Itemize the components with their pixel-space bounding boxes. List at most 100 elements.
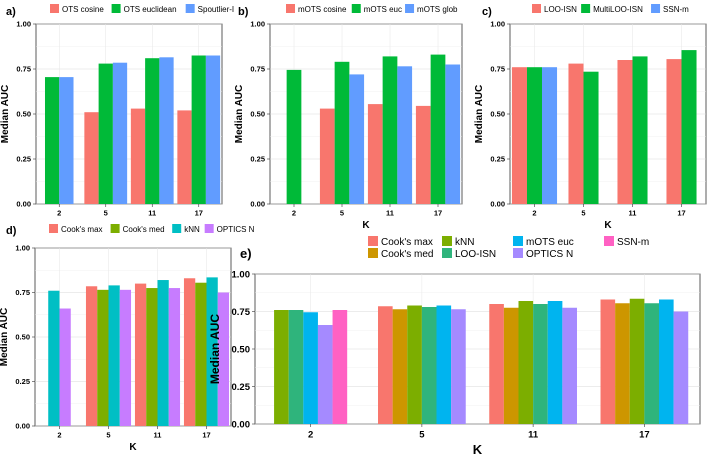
legend-swatch <box>513 236 523 246</box>
y-tick-label: 0.50 <box>16 110 31 119</box>
y-tick-label: 0.00 <box>15 422 30 431</box>
bar-e-cook-s-med-k17 <box>615 303 630 424</box>
y-tick-label: 0.25 <box>15 377 30 386</box>
legend-label: LOO-ISN <box>544 5 577 14</box>
y-axis-label: Median AUC <box>474 85 485 144</box>
legend-swatch <box>185 4 195 13</box>
bar-d-knn-k11 <box>157 280 169 426</box>
y-tick-label: 1.00 <box>15 244 30 253</box>
x-tick-label: 11 <box>386 209 394 218</box>
panel-label: a) <box>6 6 16 18</box>
x-tick-label: 17 <box>434 209 442 218</box>
y-tick-label: 1.00 <box>490 20 505 29</box>
legend-swatch <box>172 224 182 233</box>
bar-b-mots-euc-k5 <box>334 61 350 204</box>
y-tick-label: 0.75 <box>16 65 31 74</box>
bar-e-knn-k11 <box>518 301 534 424</box>
bar-e-mots-euc-k17 <box>658 299 674 424</box>
bar-d-optics-n-k2 <box>59 308 71 426</box>
bar-e-optics-n-k5 <box>451 309 466 424</box>
y-tick-label: 0.50 <box>490 110 505 119</box>
panel-label: c) <box>482 6 492 18</box>
bar-d-cook-s-max-k5 <box>85 286 98 426</box>
y-tick-label: 0.75 <box>250 65 265 74</box>
bar-d-cook-s-med-k17 <box>195 282 207 426</box>
bar-e-optics-n-k2 <box>317 325 333 424</box>
bar-d-cook-s-med-k5 <box>97 289 109 426</box>
bar-b-mots-euc-k11 <box>382 56 398 205</box>
bar-b-mots-cosine-k11 <box>367 104 383 204</box>
y-tick-label: 0.50 <box>250 110 265 119</box>
legend-label: mOTS euc <box>526 237 574 248</box>
bar-a-ots-euclidean-k2 <box>44 77 60 204</box>
bar-a-ots-euclidean-k17 <box>191 55 206 204</box>
x-tick-label: 5 <box>106 431 110 440</box>
legend-swatch <box>513 248 523 258</box>
legend-label: SSN-m <box>663 5 689 14</box>
legend-swatch <box>286 4 295 13</box>
bar-d-cook-s-max-k11 <box>134 283 147 426</box>
y-axis-label: Median AUC <box>234 85 245 144</box>
y-tick-label: 0.75 <box>15 288 30 297</box>
bar-e-cook-s-med-k11 <box>503 307 519 424</box>
legend-label: Cook's max <box>381 237 433 248</box>
legend-label: mOTS euc <box>364 5 402 14</box>
bar-c-multiloo-isn-k17 <box>681 50 697 204</box>
y-axis-label: Median AUC <box>208 314 222 385</box>
legend: OTS cosine OTS euclidean Spoutlier-I <box>50 4 234 14</box>
legend-label: SSN-m <box>617 237 649 248</box>
legend-swatch <box>368 236 378 246</box>
bar-c-loo-isn-k17 <box>666 59 682 204</box>
y-tick-label: 0.00 <box>16 200 31 209</box>
y-tick-label: 0.25 <box>490 155 505 164</box>
x-tick-label: 17 <box>677 209 685 218</box>
bar-e-optics-n-k11 <box>562 307 577 424</box>
legend: LOO-ISN MultiLOO-ISN SSN-m <box>532 4 689 14</box>
x-tick-label: 11 <box>148 209 156 218</box>
bar-a-spoutlier-i-k11 <box>159 57 174 204</box>
bar-b-mots-cosine-k17 <box>415 105 431 204</box>
chart-panel-a: 0.00 0.25 0.50 0.75 1.00 2 5 11 17 Median AUC a) OT… <box>0 4 234 218</box>
x-tick-label: 11 <box>154 431 162 440</box>
legend-label: mOTS glob <box>417 5 458 14</box>
bar-e-knn-k5 <box>407 305 422 424</box>
bar-b-mots-euc-k2 <box>286 69 302 205</box>
bar-e-knn-k2 <box>274 310 289 424</box>
bar-c-loo-isn-k11 <box>617 60 633 204</box>
legend-swatch <box>49 224 58 233</box>
legend-label: Cook's max <box>61 225 103 234</box>
bar-c-multiloo-isn-k5 <box>583 71 599 204</box>
bar-c-multiloo-isn-k2 <box>526 67 543 204</box>
legend-swatch <box>204 224 214 233</box>
y-tick-label: 1.00 <box>250 20 265 29</box>
bar-e-optics-n-k17 <box>673 311 689 424</box>
x-tick-label: 2 <box>57 431 61 440</box>
bar-d-knn-k17 <box>206 277 218 426</box>
legend-label: mOTS cosine <box>298 5 347 14</box>
bar-a-ots-euclidean-k11 <box>145 58 160 205</box>
legend-swatch <box>651 4 661 13</box>
x-tick-label: 2 <box>308 430 313 441</box>
y-tick-label: 0.25 <box>250 155 265 164</box>
x-axis-label: K <box>129 442 137 453</box>
y-axis-label: Median AUC <box>0 85 11 144</box>
y-tick-label: 1.00 <box>232 269 251 280</box>
legend-label: Spoutlier-I <box>198 5 234 14</box>
y-tick-label: 0.75 <box>232 307 251 318</box>
legend: mOTS cosine mOTS euc mOTS glob <box>286 4 458 14</box>
bar-c-loo-isn-k5 <box>568 63 584 204</box>
bar-c-multiloo-isn-k11 <box>632 56 648 205</box>
x-tick-label: 2 <box>532 209 536 218</box>
y-tick-label: 0.25 <box>16 155 31 164</box>
x-tick-label: 17 <box>202 431 210 440</box>
panel-label: b) <box>238 6 249 18</box>
x-tick-label: 2 <box>57 209 61 218</box>
bar-e-mots-euc-k2 <box>303 312 318 424</box>
bar-e-loo-isn-k2 <box>288 310 304 424</box>
bar-e-loo-isn-k11 <box>533 304 548 424</box>
chart-panel-e: 0.00 0.25 0.50 0.75 1.00 2 5 11 17 Median AUC Ke) C… <box>208 236 701 456</box>
chart-panel-d: 0.00 0.25 0.50 0.75 1.00 2 5 11 17 Median AUC Kd) C… <box>0 224 255 453</box>
panel-label: e) <box>240 246 252 261</box>
legend-swatch <box>50 4 59 13</box>
x-tick-label: 5 <box>104 209 108 218</box>
